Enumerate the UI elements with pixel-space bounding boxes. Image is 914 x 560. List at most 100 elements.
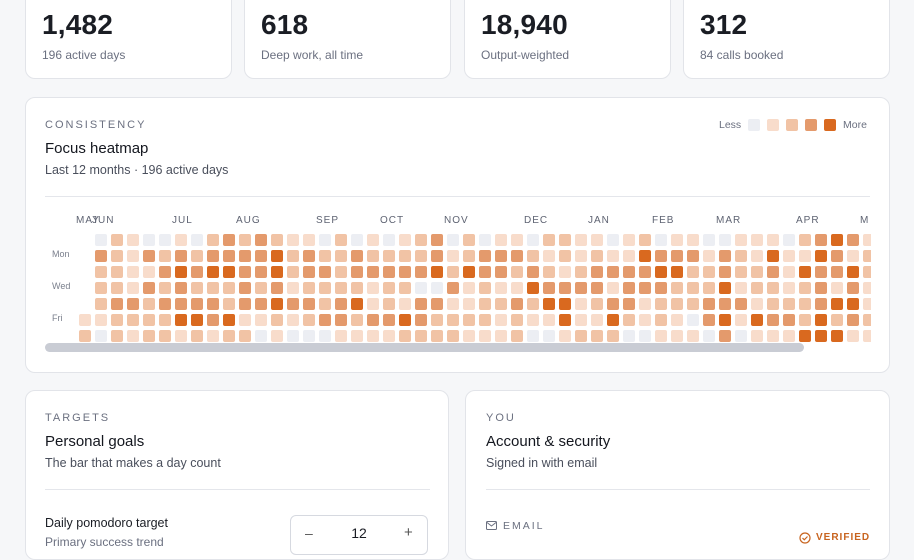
heat-cell	[543, 330, 555, 342]
heat-cell	[591, 298, 603, 310]
heat-cell	[591, 250, 603, 262]
heat-cell	[335, 298, 347, 310]
mail-icon	[486, 521, 497, 530]
heat-cell	[799, 298, 811, 310]
heat-cell	[495, 330, 507, 342]
heat-cell	[671, 330, 683, 342]
heat-cell	[207, 266, 219, 278]
decrement[interactable]: –	[305, 525, 313, 541]
heat-cell	[559, 282, 571, 294]
heat-cell	[639, 314, 651, 326]
heat-cell	[831, 266, 843, 278]
heat-cell	[303, 330, 315, 342]
heat-cell	[479, 266, 491, 278]
heat-cell	[575, 314, 587, 326]
heat-cell	[111, 234, 123, 246]
heat-cell	[463, 298, 475, 310]
heat-cell	[479, 234, 491, 246]
heat-cell	[447, 234, 459, 246]
heat-cell	[831, 250, 843, 262]
heat-cell	[527, 266, 539, 278]
heat-cell	[175, 234, 187, 246]
heat-cell	[447, 330, 459, 342]
heat-cell	[607, 298, 619, 310]
heat-cell	[655, 314, 667, 326]
heat-cell	[671, 234, 683, 246]
heat-cell	[207, 330, 219, 342]
heat-cell	[799, 250, 811, 262]
heat-cell	[623, 266, 635, 278]
heat-cell	[431, 314, 443, 326]
heat-cell	[175, 314, 187, 326]
heat-cell	[655, 234, 667, 246]
heat-cell	[591, 234, 603, 246]
heat-cell	[319, 266, 331, 278]
heat-cell	[111, 282, 123, 294]
heat-cell	[271, 298, 283, 310]
heat-cell	[703, 282, 715, 294]
heat-cell	[687, 234, 699, 246]
heat-cell	[415, 298, 427, 310]
heat-cell	[479, 314, 491, 326]
heat-cell	[335, 314, 347, 326]
heat-cell	[719, 250, 731, 262]
heat-cell	[863, 234, 871, 246]
heat-cell	[703, 330, 715, 342]
stepper-value[interactable]: 12	[351, 525, 367, 541]
heat-cell	[383, 330, 395, 342]
heat-cell	[415, 250, 427, 262]
heat-cell	[479, 330, 491, 342]
heat-cell	[463, 314, 475, 326]
heat-cell	[639, 330, 651, 342]
heat-cell	[591, 314, 603, 326]
stat-caption: Deep work, all time	[261, 48, 364, 62]
heat-cell	[191, 298, 203, 310]
heat-cell	[511, 266, 523, 278]
heat-cell	[223, 314, 235, 326]
heat-cell	[575, 266, 587, 278]
month-label: FEB	[652, 215, 675, 226]
heat-cell	[863, 298, 871, 310]
card-subtitle: The bar that makes a day count	[45, 456, 221, 470]
heat-cell	[143, 282, 155, 294]
heat-cell	[751, 330, 763, 342]
increment[interactable]: +	[404, 524, 413, 541]
heat-cell	[607, 250, 619, 262]
heat-cell	[287, 314, 299, 326]
heat-cell	[671, 266, 683, 278]
heat-cell	[623, 298, 635, 310]
heat-cell	[719, 266, 731, 278]
heat-cell	[415, 282, 427, 294]
heat-cell	[543, 282, 555, 294]
heat-cell	[159, 330, 171, 342]
heat-cell	[799, 282, 811, 294]
legend-swatch	[805, 119, 817, 131]
eyebrow: CONSISTENCY	[45, 119, 147, 131]
heat-cell	[255, 234, 267, 246]
heat-cell	[687, 266, 699, 278]
heat-cell	[175, 266, 187, 278]
heat-cell	[79, 314, 91, 326]
heat-cell	[783, 282, 795, 294]
heat-cell	[271, 266, 283, 278]
heat-cell	[687, 314, 699, 326]
heat-cell	[191, 314, 203, 326]
scrollbar[interactable]	[45, 343, 804, 352]
heat-cell	[287, 330, 299, 342]
verified-icon	[799, 532, 811, 544]
heat-cell	[127, 266, 139, 278]
email-label: EMAIL	[503, 520, 545, 532]
heat-cell	[415, 330, 427, 342]
heat-cell	[223, 234, 235, 246]
heat-cell	[495, 234, 507, 246]
heat-cell	[463, 234, 475, 246]
month-label: OCT	[380, 215, 405, 226]
heat-cell	[847, 266, 859, 278]
month-label: JUN	[92, 215, 115, 226]
heat-cell	[271, 234, 283, 246]
heat-cell	[623, 330, 635, 342]
heat-cell	[351, 282, 363, 294]
heat-cell	[143, 330, 155, 342]
month-label: AUG	[236, 215, 261, 226]
heat-cell	[767, 250, 779, 262]
